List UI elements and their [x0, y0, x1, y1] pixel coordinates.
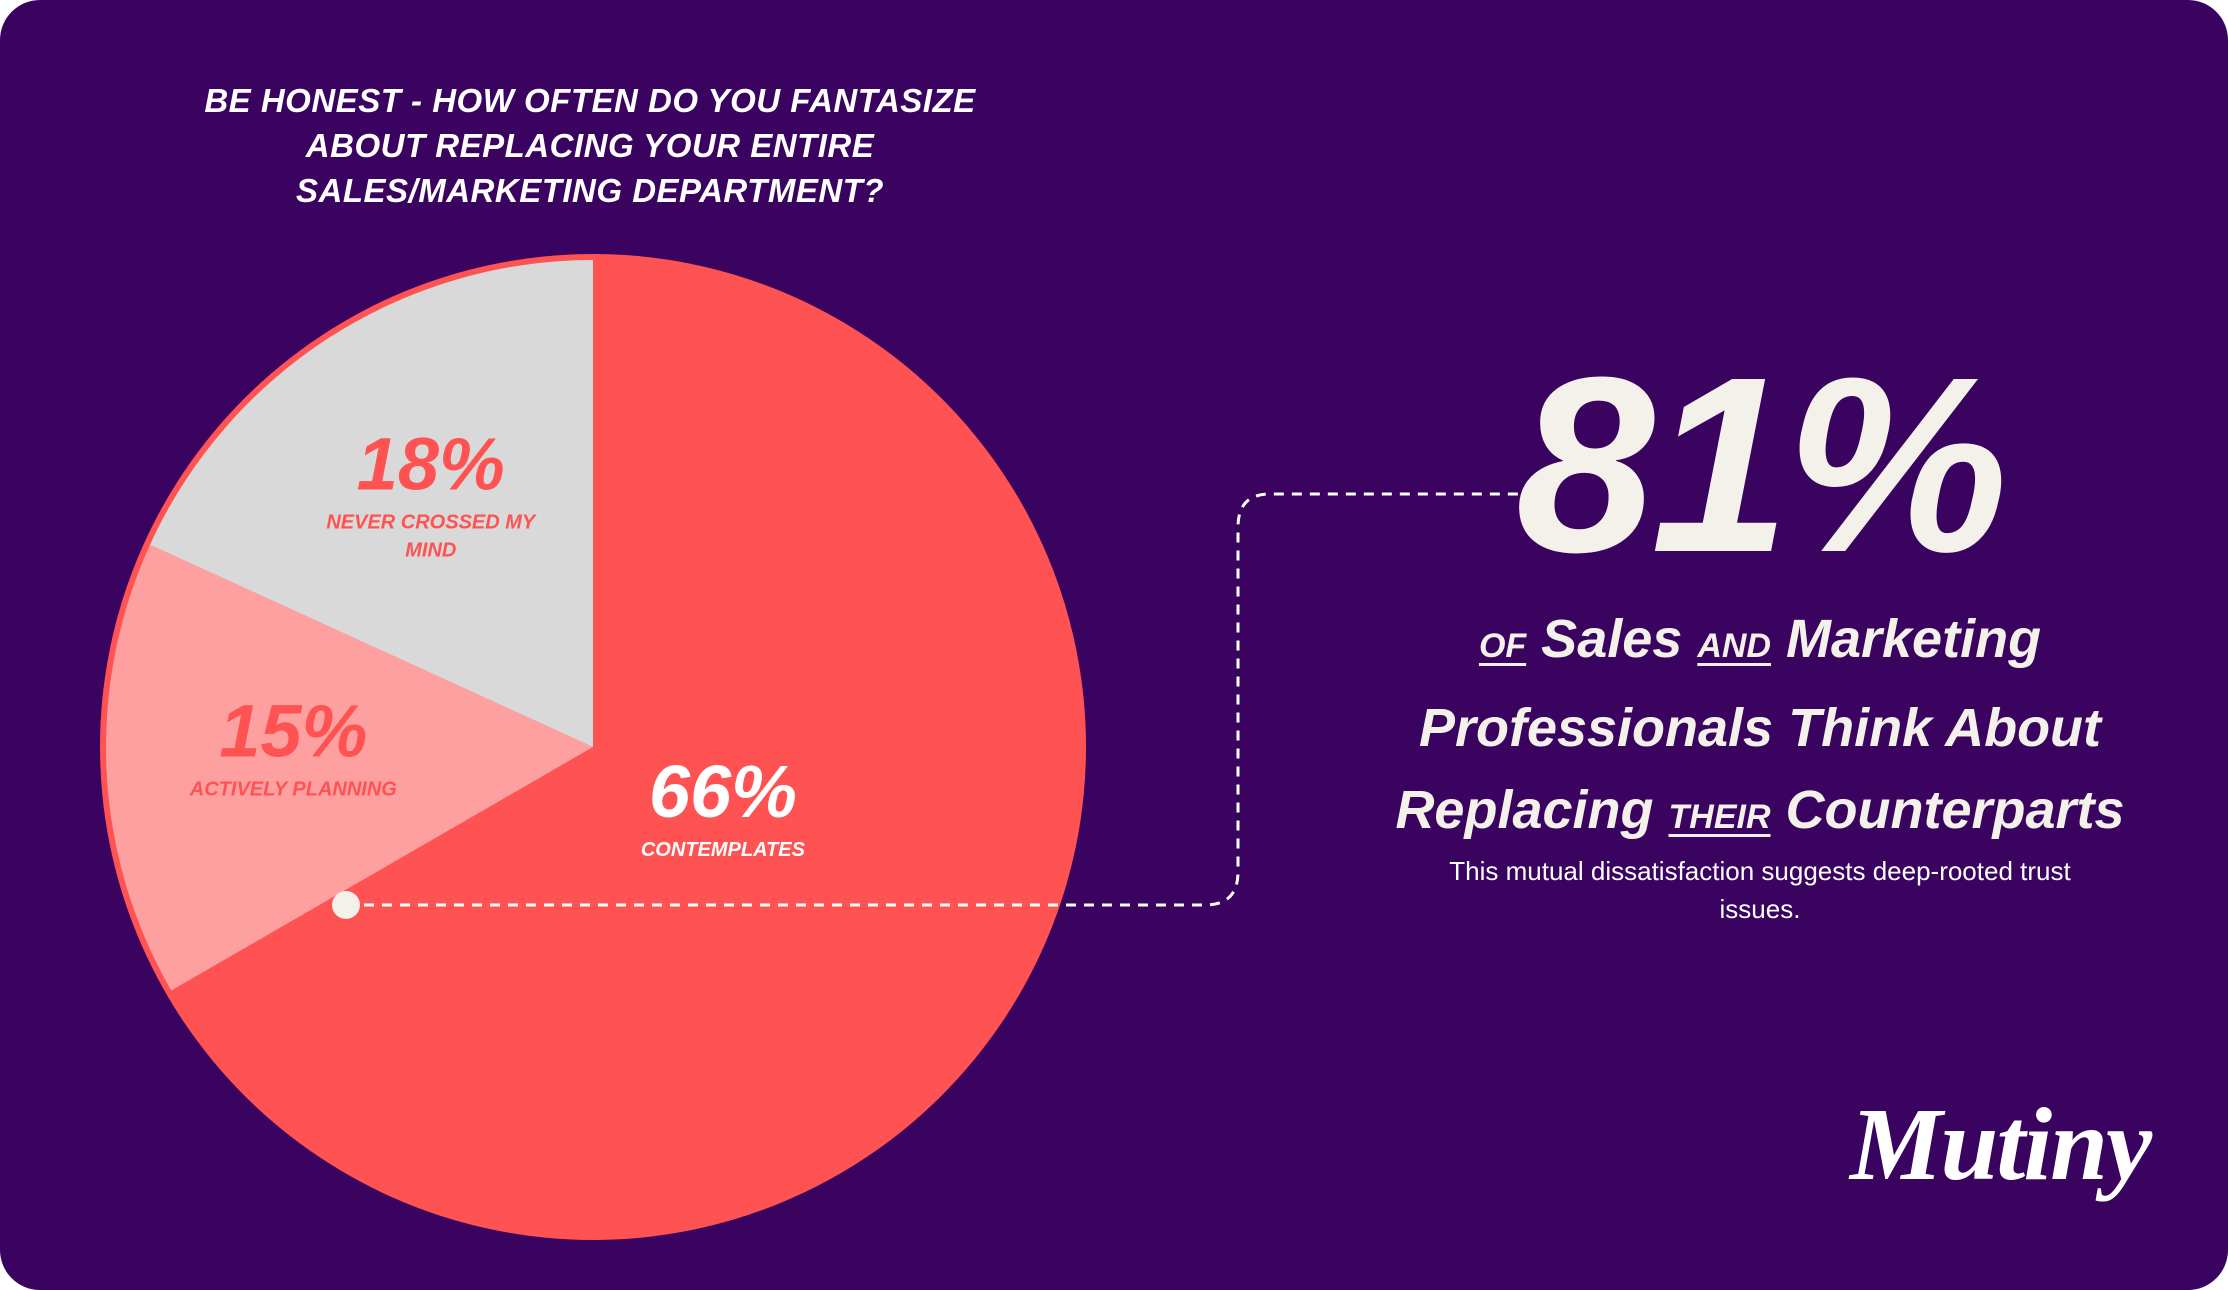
slice-label-contemplates: Contemplates — [641, 839, 806, 861]
headline-word-marketing: Marketing — [1786, 609, 2042, 669]
slice-label-never-crossed-my-mind-line-1: Never crossed my — [326, 512, 537, 534]
slice-value-never-crossed-my-mind: 18% — [357, 423, 505, 506]
callout-subtext: This mutual dissatisfaction suggests dee… — [1449, 856, 2071, 924]
callout-connector-line — [346, 492, 1520, 907]
headline-word-counterparts: Counterparts — [1785, 780, 2125, 840]
callout-headline: of Sales and Marketing Professionals Thi… — [1300, 598, 2220, 858]
slice-label-actively-planning: Actively planning — [189, 778, 397, 800]
headline-word-of: of — [1478, 627, 1527, 665]
headline-word-their: their — [1668, 798, 1771, 836]
pie-slice-actively-planning — [105, 544, 594, 991]
headline-word-replacing: Replacing — [1395, 780, 1654, 840]
headline-word-and: and — [1697, 627, 1771, 665]
slice-label-never-crossed-my-mind-line-2: mind — [405, 540, 456, 562]
mutiny-logo: Mutiny — [1850, 1087, 2152, 1202]
headline-word-sales: Sales — [1541, 609, 1683, 669]
headline-professionals: Professionals Think About — [1418, 698, 2102, 758]
connector-dot — [332, 891, 360, 919]
pie-slice-never-crossed-my-mind — [150, 260, 593, 747]
chart-title: Be honest - how often do you fantasize a… — [204, 82, 976, 209]
slice-value-actively-planning: 15% — [219, 689, 367, 772]
slice-value-contemplates: 66% — [649, 750, 797, 833]
pie-slice-contemplates — [171, 260, 1081, 1234]
callout-stat: 81% — [1515, 325, 2008, 604]
